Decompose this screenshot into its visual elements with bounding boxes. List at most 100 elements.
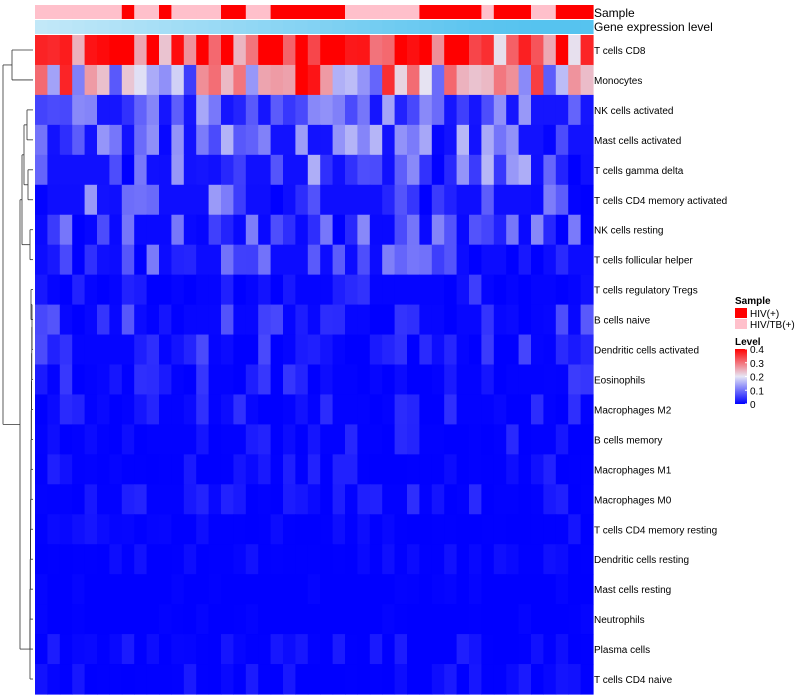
row-label: T cells follicular helper <box>594 256 693 267</box>
heatmap-cell <box>171 664 185 695</box>
heatmap-cell <box>431 35 445 66</box>
legend-sample-swatch <box>735 319 747 329</box>
heatmap-cell <box>47 35 61 66</box>
heatmap-cell <box>270 514 284 545</box>
heatmap-cell <box>506 364 520 396</box>
heatmap-cell <box>382 394 396 426</box>
heatmap-cell <box>345 514 358 545</box>
heatmap-cell <box>121 364 135 396</box>
heatmap-cell <box>171 634 185 665</box>
heatmap-cell <box>159 334 172 366</box>
heatmap-cell <box>407 364 420 396</box>
heatmap-cell <box>146 634 160 665</box>
heatmap-cell <box>84 334 98 366</box>
heatmap-cell <box>345 664 358 695</box>
heatmap-cell <box>221 184 234 216</box>
heatmap-cell <box>506 634 520 665</box>
heatmap-cell <box>580 664 594 695</box>
heatmap-cell <box>72 514 86 545</box>
legend-level-ticks: 0.4 0.3 0.2 0.1 0 <box>745 345 764 411</box>
heatmap-cell <box>221 334 234 366</box>
heatmap-cell <box>555 514 569 545</box>
heatmap-cell <box>382 424 396 455</box>
sample-annotation-cell <box>84 5 98 19</box>
heatmap-cell <box>506 394 520 426</box>
heatmap-cell <box>419 64 433 96</box>
heatmap-cell <box>568 244 582 276</box>
heatmap-cell <box>183 604 197 635</box>
heatmap-cell <box>109 64 123 96</box>
heatmap-cell <box>431 424 445 455</box>
heatmap-cell <box>270 274 284 306</box>
heatmap-cell <box>35 94 48 126</box>
heatmap-cell <box>431 574 445 605</box>
heatmap-cell <box>444 214 458 246</box>
heatmap-cell <box>543 244 557 276</box>
heatmap-cell <box>97 304 110 336</box>
heatmap-cell <box>407 574 420 605</box>
heatmap-cell <box>245 35 259 66</box>
heatmap-cell <box>369 454 383 485</box>
expression-annotation-cell <box>382 20 396 34</box>
heatmap-cell <box>47 394 61 426</box>
heatmap-cell <box>258 394 272 426</box>
heatmap-cell <box>481 64 495 96</box>
heatmap-cell <box>283 574 296 605</box>
heatmap-cell <box>320 184 334 216</box>
heatmap-cell <box>270 35 284 66</box>
heatmap-cell <box>382 544 396 575</box>
heatmap-cell <box>84 544 98 575</box>
sample-annotation-cell <box>295 5 309 19</box>
expression-annotation-cell <box>183 20 197 34</box>
heatmap-cell <box>518 214 532 246</box>
row-label: B cells memory <box>594 435 662 446</box>
row-label: Macrophages M1 <box>594 465 672 476</box>
heatmap-cell <box>146 334 160 366</box>
heatmap-cell <box>493 424 507 455</box>
heatmap-cell <box>506 544 520 575</box>
heatmap-cell <box>320 514 334 545</box>
heatmap-cell <box>345 274 358 306</box>
heatmap-cell <box>258 64 272 96</box>
legend-level-title: Level <box>735 337 761 348</box>
heatmap-cell <box>382 574 396 605</box>
expression-annotation-cell <box>47 20 61 34</box>
heatmap-cell <box>258 574 272 605</box>
heatmap-cell <box>369 35 383 66</box>
heatmap-cell <box>72 35 86 66</box>
heatmap-cell <box>369 604 383 635</box>
heatmap-cell <box>332 394 346 426</box>
heatmap-cell <box>431 394 445 426</box>
heatmap-cell <box>59 484 73 515</box>
heatmap-cell <box>183 154 197 186</box>
heatmap-cell <box>295 514 309 545</box>
heatmap-cell <box>146 124 160 156</box>
expression-annotation-cell <box>531 20 544 34</box>
heatmap-cell <box>431 154 445 186</box>
heatmap-cell <box>531 124 544 156</box>
heatmap-cell <box>245 64 259 96</box>
heatmap-cell <box>233 634 247 665</box>
heatmap-cell <box>382 604 396 635</box>
heatmap-cell <box>97 364 110 396</box>
sample-annotation-cell <box>369 5 383 19</box>
heatmap-cell <box>233 184 247 216</box>
heatmap-cell <box>283 634 296 665</box>
heatmap-cell <box>208 304 222 336</box>
row-label: T cells regulatory Tregs <box>594 286 698 297</box>
heatmap-cell <box>568 514 582 545</box>
heatmap-cell <box>295 214 309 246</box>
heatmap-cell <box>469 334 482 366</box>
heatmap-cell <box>419 364 433 396</box>
heatmap-cell <box>407 35 420 66</box>
heatmap-cell <box>159 544 172 575</box>
heatmap-cell <box>394 394 408 426</box>
heatmap-cell <box>121 664 135 695</box>
heatmap-cell <box>183 334 197 366</box>
heatmap-cell <box>394 334 408 366</box>
heatmap-cell <box>97 244 110 276</box>
heatmap-cell <box>35 394 48 426</box>
heatmap-cell <box>469 574 482 605</box>
heatmap-cell <box>196 94 210 126</box>
heatmap-cell <box>47 514 61 545</box>
